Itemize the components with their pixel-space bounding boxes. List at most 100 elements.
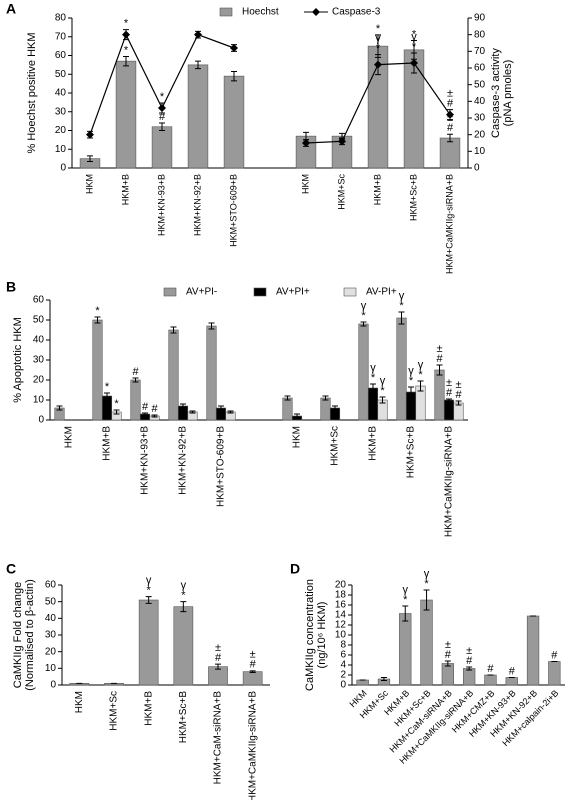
significance-mark: * (114, 398, 119, 410)
x-tick-label: HKM+KN-92+B (178, 426, 189, 495)
significance-mark: γ (408, 365, 414, 377)
error-bar (332, 405, 338, 411)
significance-mark: * (376, 43, 381, 55)
y2-tick-label: 10 (474, 146, 486, 157)
y-tick-label: 20 (335, 580, 347, 591)
line-marker (122, 30, 130, 39)
bar (443, 399, 455, 421)
significance-mark: # (436, 353, 443, 365)
bar (462, 668, 476, 686)
significance-mark: # (132, 366, 139, 378)
significance-mark: ± (455, 379, 461, 391)
y2-tick-label: 20 (474, 129, 486, 140)
significance-mark: ± (436, 343, 442, 355)
error-bar (170, 326, 177, 334)
error-bar (132, 377, 139, 383)
error-bar (379, 396, 386, 404)
significance-mark: * (380, 385, 385, 397)
x-tick-label: HKM+Sc (330, 426, 341, 466)
panel-label: C (6, 561, 16, 577)
y-tick-label: 10 (55, 144, 67, 155)
x-tick-label: HKM+KN-92+B (192, 174, 202, 236)
error-bar (284, 395, 291, 401)
error-bar (159, 122, 165, 131)
significance-mark: # (509, 665, 516, 677)
bar (282, 397, 293, 421)
significance-mark: * (95, 305, 100, 317)
y-tick-label: 80 (55, 13, 67, 24)
panel-label: B (6, 279, 16, 295)
significance-mark: # (455, 389, 462, 401)
y2-axis-label: Caspase-3 activity (490, 48, 502, 138)
bar (548, 661, 561, 686)
bar (420, 599, 433, 686)
y2-tick-label: 80 (474, 29, 486, 40)
bar (399, 613, 412, 686)
y-tick-label: 8 (340, 640, 346, 651)
y-tick-label: 0 (60, 163, 66, 174)
significance-mark: ± (447, 88, 453, 100)
y-tick-label: 10 (335, 630, 347, 641)
error-bar (123, 55, 129, 67)
error-bar (417, 380, 424, 392)
x-tick-label: HKM+Sc+B (178, 691, 189, 744)
y-tick-label: 6 (340, 650, 346, 661)
y2-axis-label: (pNA pmoles) (502, 60, 514, 127)
error-bar (402, 605, 409, 622)
bar (434, 369, 445, 421)
bar (439, 137, 461, 169)
error-bar (145, 596, 152, 604)
bar (320, 397, 331, 421)
significance-mark: * (399, 300, 404, 312)
error-bar (151, 414, 158, 418)
error-bar (398, 311, 405, 325)
significance-mark: γ (146, 575, 152, 587)
significance-mark: γ (375, 33, 381, 45)
error-bar (322, 395, 329, 401)
y-tick-label: 0 (340, 680, 346, 691)
y-axis-label: % Apoptotic HKM (12, 317, 24, 403)
x-tick-label: HKM+B (120, 174, 130, 205)
error-bar (380, 677, 387, 681)
line-marker (302, 139, 310, 147)
legend-swatch (219, 7, 233, 17)
bar (356, 679, 369, 686)
x-tick-label: HKM (64, 426, 75, 448)
significance-mark: * (409, 375, 414, 387)
y-tick-label: 60 (33, 295, 45, 306)
significance-mark: γ (399, 290, 405, 302)
error-bar (408, 386, 414, 398)
y-axis-label: (ng/10⁶ HKM) (316, 602, 328, 669)
significance-mark: γ (424, 568, 430, 580)
significance-mark: # (446, 387, 453, 399)
significance-mark: # (466, 655, 473, 667)
y-tick-label: 12 (335, 620, 347, 631)
significance-mark: # (551, 649, 558, 661)
error-bar (94, 316, 101, 324)
x-tick-label: HKM+CaMKIIg-siRNA+B (444, 174, 454, 274)
significance-mark: * (412, 28, 417, 40)
error-bar (249, 670, 256, 673)
legend-swatch (343, 287, 357, 297)
y2-tick-label: 40 (474, 96, 486, 107)
bar (115, 60, 137, 169)
significance-mark: * (147, 585, 152, 597)
y-axis-label: % Hoechst positive HKM (26, 32, 38, 153)
panel-label: D (290, 561, 300, 577)
x-tick-label: HKM+B (102, 426, 113, 461)
significance-mark: * (371, 372, 376, 384)
bar (173, 606, 194, 686)
significance-mark: # (445, 649, 452, 661)
error-bar (455, 400, 462, 406)
bar (358, 323, 369, 421)
significance-mark: ± (446, 377, 452, 389)
significance-mark: * (124, 44, 129, 56)
bar (242, 671, 263, 686)
y-tick-label: 20 (33, 375, 45, 386)
significance-mark: * (418, 369, 423, 381)
line-marker (338, 137, 346, 146)
significance-mark: ± (250, 649, 256, 661)
y2-tick-label: 60 (474, 63, 486, 74)
bar (130, 379, 141, 421)
y-tick-label: 30 (33, 355, 45, 366)
